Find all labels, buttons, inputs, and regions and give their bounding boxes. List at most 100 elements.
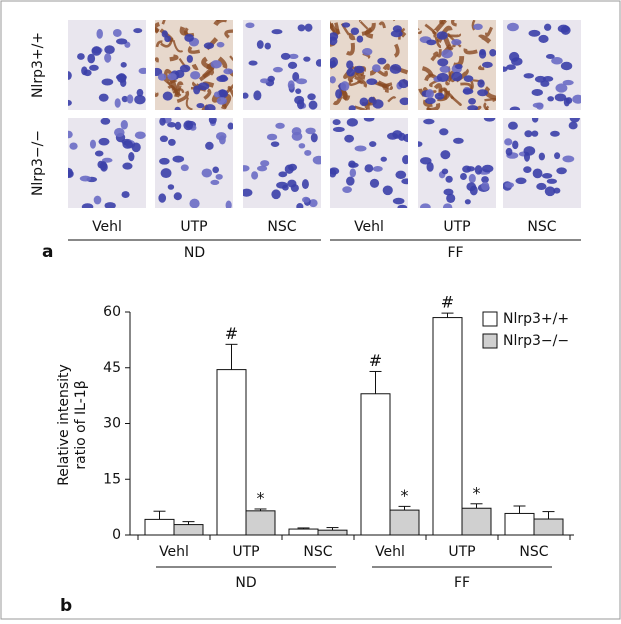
nucleus (346, 176, 355, 186)
stain (354, 105, 368, 110)
nucleus (100, 118, 111, 125)
nucleus (280, 52, 291, 60)
nucleus (445, 175, 453, 183)
stain (478, 65, 485, 71)
nucleus (332, 126, 345, 133)
nucleus (346, 118, 358, 127)
nucleus (159, 157, 170, 165)
nucleus (468, 98, 476, 105)
nucleus (434, 92, 445, 100)
stain (176, 90, 190, 104)
nucleus (538, 152, 546, 161)
nucleus (371, 64, 381, 73)
nucleus (454, 63, 463, 70)
bar (317, 529, 348, 536)
x-tick-label: UTP (448, 544, 475, 560)
bar (432, 317, 463, 536)
nucleus (369, 178, 380, 188)
nucleus (98, 93, 109, 102)
nucleus (425, 89, 434, 99)
nucleus (568, 121, 578, 130)
nucleus (271, 189, 281, 200)
nucleus (295, 78, 308, 85)
nucleus (512, 140, 519, 150)
nucleus (401, 178, 408, 185)
nucleus (377, 57, 387, 65)
nucleus (523, 146, 536, 156)
nucleus (208, 118, 217, 124)
nucleus (68, 99, 72, 106)
nucleus (509, 106, 521, 110)
nucleus (81, 203, 94, 208)
group-label: FF (447, 245, 463, 261)
nucleus (436, 72, 449, 82)
micrograph-bg (503, 118, 581, 208)
stain (393, 43, 400, 58)
stain (484, 86, 496, 101)
nucleus (215, 132, 227, 141)
nucleus (189, 198, 200, 208)
nucleus (364, 164, 374, 173)
nucleus (68, 130, 73, 139)
nucleus (346, 68, 355, 77)
stain (345, 42, 355, 56)
nucleus (210, 60, 222, 69)
nucleus (193, 85, 201, 95)
column-label: NSC (527, 219, 556, 235)
nucleus (330, 76, 336, 84)
nucleus (91, 46, 102, 56)
nucleus (478, 50, 487, 59)
column-label: UTP (443, 219, 470, 235)
stain (439, 20, 446, 25)
nucleus (531, 118, 539, 123)
nucleus (116, 73, 127, 83)
x-tick-label: NSC (303, 544, 332, 560)
nucleus (441, 49, 453, 59)
nucleus (290, 184, 299, 192)
column-label: UTP (180, 219, 207, 235)
nucleus (114, 98, 121, 108)
bar (533, 518, 564, 536)
nucleus (330, 57, 339, 67)
nucleus (506, 64, 516, 70)
nucleus (298, 143, 306, 149)
stain (167, 85, 179, 96)
micrograph (243, 20, 321, 110)
nucleus (121, 95, 129, 103)
nucleus (287, 61, 298, 69)
nucleus (481, 164, 494, 173)
stain (169, 54, 179, 62)
nucleus (466, 166, 475, 172)
nucleus (212, 166, 220, 174)
nucleus (353, 65, 365, 74)
nucleus (372, 99, 384, 109)
nucleus (505, 147, 513, 156)
nucleus (174, 121, 182, 130)
nucleus (79, 175, 92, 182)
nucleus (304, 23, 313, 32)
stain (378, 21, 386, 29)
nucleus (515, 177, 527, 185)
micrograph (418, 20, 496, 110)
nucleus (531, 88, 543, 96)
stain (198, 70, 215, 82)
nucleus (511, 57, 523, 66)
nucleus (399, 97, 408, 106)
nucleus (439, 65, 451, 73)
nucleus (550, 130, 560, 137)
significance-marker: * (401, 486, 409, 505)
nucleus (460, 173, 467, 180)
nucleus (308, 100, 318, 110)
micrograph (418, 118, 496, 208)
nucleus (557, 24, 570, 33)
nucleus (504, 138, 513, 146)
nucleus (295, 88, 302, 94)
stain (224, 29, 233, 39)
nucleus (481, 181, 490, 191)
nucleus (256, 40, 264, 49)
column-label: Vehl (354, 219, 384, 235)
nucleus (462, 88, 474, 95)
nucleus (560, 61, 573, 71)
nucleus (133, 28, 143, 34)
nucleus (245, 22, 255, 29)
